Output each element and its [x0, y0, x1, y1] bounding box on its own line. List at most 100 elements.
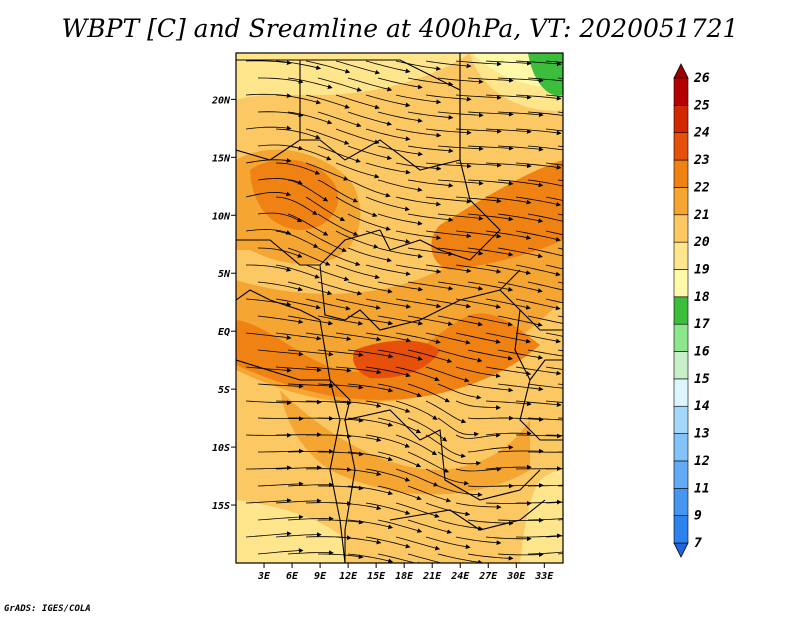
colorbar: 7 9 11 12 13 14 15 16 17 18 19 20 21 22 23 24 25 26	[673, 63, 710, 558]
streamline	[395, 264, 442, 274]
streamline	[407, 77, 454, 87]
streamline	[557, 417, 563, 419]
streamline	[318, 485, 364, 491]
border-car	[319, 264, 521, 331]
streamline	[275, 264, 320, 279]
streamline	[527, 551, 563, 555]
streamline	[557, 553, 563, 555]
streamline	[335, 366, 382, 375]
streamline	[437, 213, 484, 221]
streamline	[305, 230, 347, 252]
streamline	[437, 383, 482, 400]
streamline	[485, 196, 532, 205]
streamline	[425, 298, 472, 309]
streamline	[467, 77, 514, 83]
streamline	[485, 60, 532, 66]
streamline	[527, 484, 563, 487]
streamline	[527, 383, 563, 389]
colorbar-label: 19	[694, 262, 710, 277]
streamline	[455, 366, 501, 379]
streamline	[365, 366, 411, 378]
streamline	[545, 332, 563, 337]
field-region-24	[353, 340, 440, 379]
colorbar-swatch	[673, 515, 689, 544]
streamline	[407, 179, 454, 188]
streamline	[305, 128, 350, 145]
colorbar-swatch	[673, 269, 689, 298]
streamline	[425, 128, 472, 135]
streamline	[527, 518, 563, 521]
colorbar-swatch	[673, 214, 689, 243]
streamline	[545, 60, 563, 63]
streamline	[377, 281, 424, 292]
streamline	[317, 417, 364, 423]
streamline	[377, 519, 423, 533]
streamline	[245, 498, 292, 504]
streamline	[437, 315, 483, 327]
streamline	[497, 315, 543, 327]
coastline-atlantic	[236, 359, 346, 563]
border-nigeria-cameroon	[236, 229, 381, 266]
streamline	[545, 230, 563, 236]
streamline	[485, 332, 531, 344]
streamline	[485, 128, 532, 134]
streamline	[347, 247, 392, 263]
streamline	[557, 315, 563, 318]
streamline	[365, 60, 411, 74]
streamline	[347, 111, 392, 126]
streamline	[257, 416, 304, 422]
streamline	[377, 145, 423, 157]
streamline	[245, 191, 292, 198]
streamline	[425, 60, 472, 69]
streamline	[407, 145, 454, 154]
streamline	[545, 162, 563, 166]
streamline	[377, 179, 423, 192]
streamline	[455, 60, 502, 67]
border-congo-drc	[319, 319, 541, 501]
streamline	[527, 77, 563, 82]
streamline	[485, 94, 532, 100]
streamline	[395, 162, 442, 171]
streamline	[365, 94, 411, 108]
streamline	[527, 417, 563, 421]
streamline	[245, 125, 292, 131]
lon-tick-label: 15E	[367, 571, 386, 582]
streamline	[275, 498, 322, 504]
streamline	[557, 111, 563, 114]
streamline	[395, 196, 442, 207]
streamline	[245, 298, 292, 307]
streamline	[347, 179, 391, 198]
streamline	[497, 145, 544, 152]
streamline	[455, 162, 502, 168]
streamline	[365, 332, 412, 343]
streamline	[485, 298, 531, 310]
colorbar-swatch	[673, 296, 689, 325]
lon-tick-label: 21E	[422, 571, 442, 582]
streamline	[437, 553, 483, 563]
streamline	[515, 264, 561, 277]
streamline	[425, 366, 470, 383]
streamlines	[245, 60, 563, 563]
colorbar-label: 20	[693, 235, 710, 250]
lat-tick-label: 20N	[211, 95, 231, 106]
streamline	[455, 432, 501, 439]
streamline	[275, 196, 318, 215]
streamline	[497, 552, 544, 557]
streamline	[257, 178, 303, 185]
streamline	[287, 482, 334, 488]
streamline	[455, 536, 502, 546]
streamline	[317, 383, 364, 390]
streamline	[407, 553, 453, 563]
streamline	[305, 60, 351, 74]
streamline	[258, 77, 304, 84]
streamline	[347, 417, 394, 427]
colorbar-max-triangle	[673, 63, 689, 79]
streamline	[395, 230, 442, 240]
streamline	[365, 400, 411, 413]
streamline	[437, 417, 479, 437]
streamline	[516, 433, 562, 439]
streamline	[395, 400, 438, 420]
streamline	[395, 94, 442, 105]
colorbar-label: 24	[693, 126, 710, 141]
streamline	[515, 196, 562, 207]
